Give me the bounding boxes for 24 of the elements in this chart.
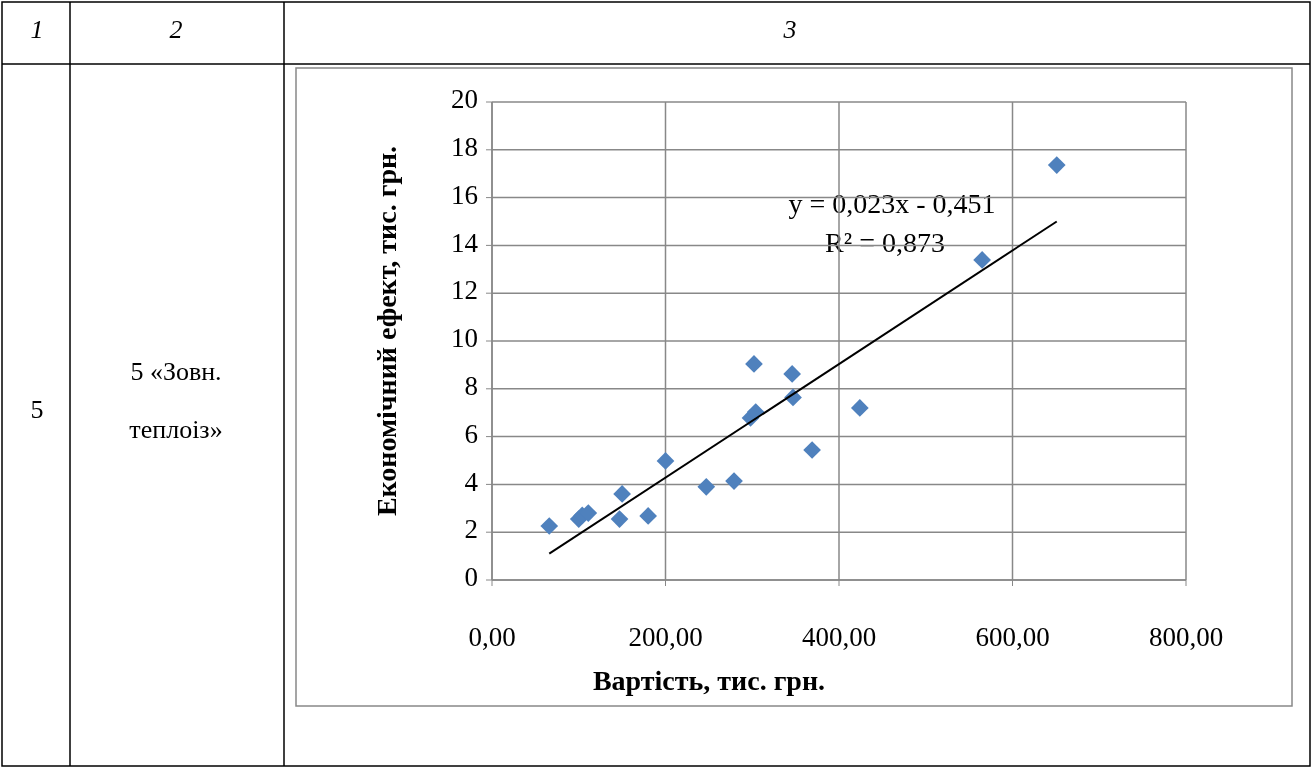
- annotation: y = 0,023x - 0,451: [788, 188, 996, 220]
- y-tick-label: 12: [451, 275, 478, 306]
- x-tick-label: 600,00: [975, 622, 1050, 652]
- x-tick-label: 0,00: [468, 622, 516, 652]
- y-tick-label: 20: [451, 84, 478, 115]
- x-tick-label: 800,00: [1148, 622, 1224, 652]
- text: 5: [30, 394, 44, 424]
- text: 3: [782, 14, 797, 44]
- y-tick-label: 4: [464, 466, 479, 497]
- y-tick-label: 18: [451, 132, 478, 162]
- x-tick-label: 400,00: [801, 622, 877, 652]
- y-tick-label: 0: [464, 562, 478, 593]
- x-tick-label: 200,00: [628, 622, 703, 652]
- x-axis-title: Вартість, тис. грн.: [592, 665, 826, 696]
- text: 1: [30, 14, 44, 44]
- y-tick-label: 8: [464, 371, 478, 401]
- y-axis-title: Економічний ефект, тис. грн.: [371, 145, 402, 517]
- y-tick-label: 6: [464, 418, 478, 449]
- y-tick-label: 2: [464, 514, 478, 545]
- y-tick-label: 16: [451, 179, 478, 210]
- text: 2: [169, 14, 183, 44]
- y-tick-label: 10: [451, 323, 478, 354]
- y-tick-label: 14: [451, 227, 479, 258]
- text: 5 «Зовн. теплоіз»: [129, 357, 223, 444]
